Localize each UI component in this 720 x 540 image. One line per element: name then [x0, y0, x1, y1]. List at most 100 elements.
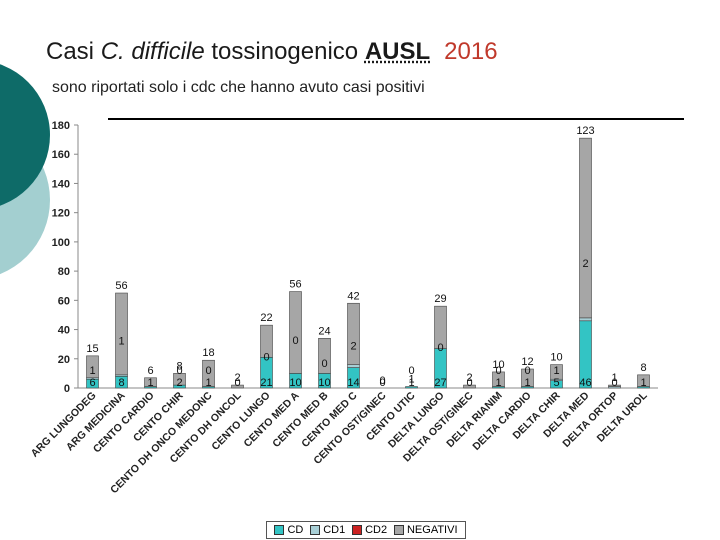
- data-label: 10: [492, 359, 504, 371]
- data-label: 6: [147, 365, 153, 377]
- data-label: 56: [115, 280, 127, 292]
- legend-swatch: [274, 525, 285, 535]
- decor-dark-circle: [0, 64, 50, 206]
- data-label: 6: [89, 377, 95, 389]
- bar-negativi-17: [579, 137, 592, 319]
- data-label: 12: [521, 356, 533, 368]
- data-label: 0: [408, 365, 414, 377]
- header-rule: [108, 118, 684, 120]
- data-label: 1: [524, 377, 530, 389]
- bar-negativi-16: [550, 364, 563, 380]
- y-tick-label: 100: [52, 237, 70, 249]
- data-label: 42: [347, 290, 359, 302]
- y-tick-label: 140: [52, 178, 70, 190]
- legend-swatch: [310, 525, 321, 535]
- legend-label: CD1: [323, 524, 346, 536]
- data-label: 0: [611, 377, 617, 389]
- data-label: 1: [408, 374, 414, 386]
- data-label: 0: [321, 358, 327, 370]
- slide-decoration: [0, 64, 50, 275]
- legend-item-cd: CD: [274, 524, 303, 536]
- bar-negativi-1: [115, 292, 128, 376]
- bar-negativi-2: [144, 377, 157, 387]
- legend-swatch: [393, 525, 404, 535]
- data-label: 22: [260, 312, 272, 324]
- title-middle: tossinogenico: [204, 38, 365, 65]
- data-label: 2: [176, 377, 182, 389]
- bar-cd1-9: [347, 364, 360, 368]
- data-label: 46: [579, 377, 591, 389]
- data-label: 27: [434, 377, 446, 389]
- data-label: 18: [202, 347, 214, 359]
- data-label: 0: [466, 377, 472, 389]
- data-label: 1: [147, 377, 153, 389]
- data-label: 5: [553, 377, 559, 389]
- slide-subtitle: sono riportati solo i cdc che hanno avut…: [52, 79, 425, 96]
- data-label: 10: [289, 377, 301, 389]
- bar-negativi-9: [347, 302, 360, 365]
- data-label: 1: [408, 377, 414, 389]
- title-org: AUSL: [364, 38, 431, 65]
- data-label: 0: [176, 365, 182, 377]
- data-label: 8: [640, 362, 646, 374]
- bar-negativi-18: [608, 384, 621, 387]
- data-label: 0: [379, 377, 385, 389]
- data-label: 29: [434, 293, 446, 305]
- data-label: 0: [292, 335, 298, 347]
- data-label: 1: [118, 336, 124, 348]
- data-label: 1: [205, 377, 211, 389]
- bar-negativi-8: [318, 338, 331, 374]
- data-label: 10: [550, 352, 562, 364]
- data-label: 0: [234, 377, 240, 389]
- title-year: 2016: [444, 38, 498, 65]
- data-label: 8: [118, 377, 124, 389]
- legend-item-negativi: NEGATIVI: [393, 524, 458, 536]
- data-label: 1: [89, 365, 95, 377]
- y-tick-label: 0: [64, 383, 70, 395]
- data-label: 24: [318, 325, 330, 337]
- bar-cd-11: [405, 386, 418, 389]
- legend-item-cd2: CD2: [352, 524, 387, 536]
- bar-negativi-7: [289, 291, 302, 374]
- data-label: 1: [640, 377, 646, 389]
- data-label: 14: [347, 377, 359, 389]
- data-label: 21: [260, 377, 272, 389]
- title-organism: C. difficile: [100, 38, 205, 65]
- data-label: 0: [205, 365, 211, 377]
- legend-label: NEGATIVI: [406, 524, 458, 536]
- data-label: 0: [524, 365, 530, 377]
- data-label: 1: [495, 377, 501, 389]
- bar-negativi-4: [202, 359, 215, 387]
- bar-negativi-19: [637, 374, 650, 387]
- y-tick-label: 80: [58, 266, 70, 278]
- data-label: 1: [611, 372, 617, 384]
- data-label: 0: [437, 342, 443, 354]
- data-label: 8: [176, 360, 182, 372]
- y-tick-label: 160: [52, 149, 70, 161]
- data-label: 2: [466, 372, 472, 384]
- data-label: 0: [495, 365, 501, 377]
- bar-negativi-13: [463, 384, 476, 389]
- legend-label: CD2: [365, 524, 388, 536]
- y-tick-label: 40: [58, 325, 70, 337]
- data-label: 2: [350, 341, 356, 353]
- data-label: 56: [289, 279, 301, 291]
- data-label: 0: [379, 375, 385, 387]
- data-label: 10: [318, 377, 330, 389]
- y-tick-label: 120: [52, 208, 70, 220]
- bar-negativi-14: [492, 371, 505, 387]
- data-label: 123: [576, 125, 594, 137]
- bar-negativi-15: [521, 368, 534, 387]
- data-label: 2: [582, 258, 588, 270]
- legend-item-cd1: CD1: [310, 524, 345, 536]
- data-label: 0: [263, 352, 269, 364]
- bar-negativi-5: [231, 384, 244, 389]
- bar-negativi-12: [434, 305, 447, 349]
- y-tick-label: 180: [52, 120, 70, 132]
- slide-title: Casi C. difficile tossinogenico AUSL 2016: [46, 38, 498, 66]
- bar-negativi-0: [86, 355, 99, 379]
- bar-negativi-6: [260, 324, 273, 358]
- bar-cd1-17: [579, 317, 592, 322]
- legend-label: CD: [287, 524, 304, 536]
